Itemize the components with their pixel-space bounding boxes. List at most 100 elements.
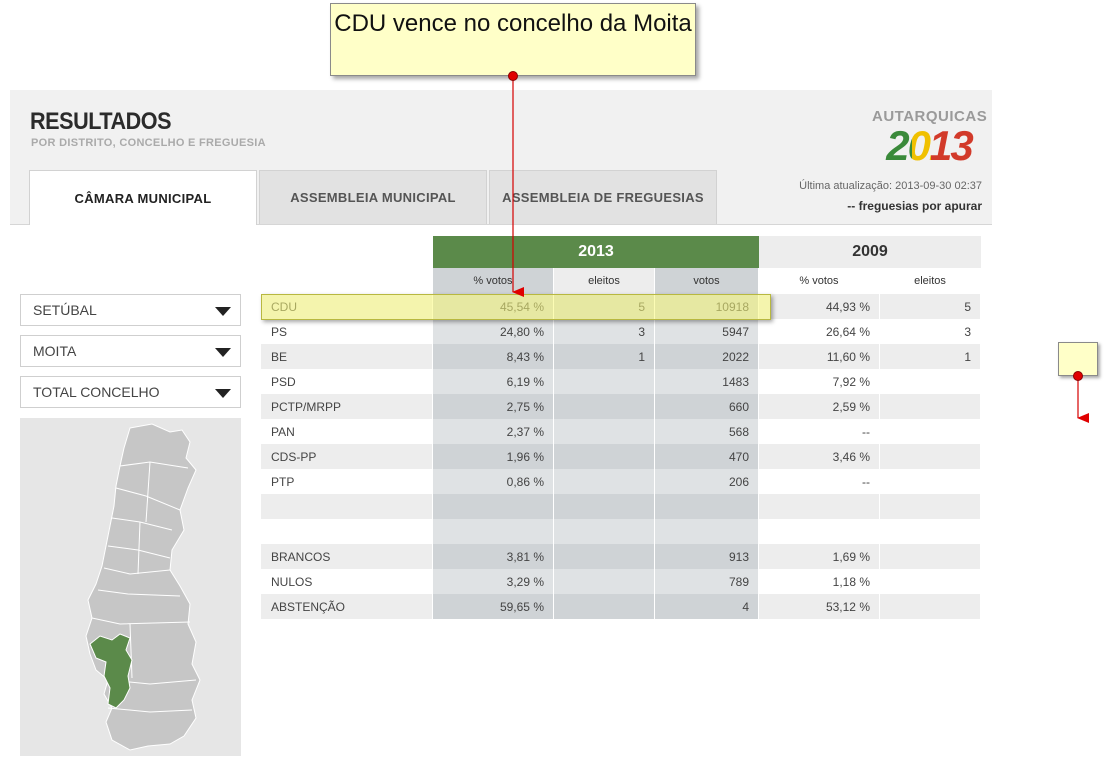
cell-party: PCTP/MRPP — [261, 394, 433, 419]
autarquicas-logo: AUTARQUICAS 2013 — [872, 108, 988, 170]
logo-year: 2013 — [876, 122, 982, 170]
cell-party: PTP — [261, 469, 433, 494]
cell-pct13 — [433, 519, 554, 544]
freguesia-select-value: TOTAL CONCELHO — [33, 384, 160, 400]
cell-pct09 — [759, 519, 880, 544]
tab-camara-municipal[interactable]: CÂMARA MUNICIPAL — [29, 170, 257, 225]
cell-pct13: 6,19 % — [433, 369, 554, 394]
cell-el09 — [880, 494, 981, 519]
cell-el13 — [554, 594, 655, 619]
chevron-down-icon — [215, 307, 231, 316]
chevron-down-icon — [215, 348, 231, 357]
callout-note: CDU vence no concelho da Moita — [330, 3, 696, 76]
cell-pct09: 2,59 % — [759, 394, 880, 419]
cell-vot13 — [655, 519, 759, 544]
cell-pct09: -- — [759, 469, 880, 494]
cell-vot13: 1483 — [655, 369, 759, 394]
table-row: PSD 6,19 % 1483 7,92 % — [261, 369, 981, 394]
cell-el09 — [880, 544, 981, 569]
chevron-down-icon — [215, 389, 231, 398]
cell-pct09: 3,46 % — [759, 444, 880, 469]
cell-el09: 1 — [880, 344, 981, 369]
cell-pct13: 3,29 % — [433, 569, 554, 594]
distrito-select[interactable]: SETÚBAL — [20, 294, 241, 326]
col-pct-2013: % votos — [433, 268, 554, 294]
cell-pct09: 26,64 % — [759, 319, 880, 344]
table-row: PAN 2,37 % 568 -- — [261, 419, 981, 444]
cell-party: ABSTENÇÃO — [261, 594, 433, 619]
cell-party: NULOS — [261, 569, 433, 594]
page-title: RESULTADOS — [30, 108, 172, 135]
cell-pct09: -- — [759, 419, 880, 444]
cell-el13 — [554, 394, 655, 419]
cell-el13 — [554, 519, 655, 544]
distrito-select-value: SETÚBAL — [33, 302, 97, 318]
cell-pct09: 44,93 % — [759, 294, 880, 319]
cell-party — [261, 494, 433, 519]
cell-el09 — [880, 419, 981, 444]
tab-assembleia-freguesias[interactable]: ASSEMBLEIA DE FREGUESIAS — [489, 170, 717, 224]
cell-vot13: 4 — [655, 594, 759, 619]
year-header-current: 2013 — [433, 236, 759, 268]
logo-word: AUTARQUICAS — [872, 108, 988, 125]
cell-vot13: 470 — [655, 444, 759, 469]
cell-el13 — [554, 544, 655, 569]
last-update-text: Última atualização: 2013-09-30 02:37 — [799, 180, 982, 192]
table-row — [261, 494, 981, 519]
cell-el09 — [880, 444, 981, 469]
table-row: BE 8,43 % 1 2022 11,60 % 1 — [261, 344, 981, 369]
col-votes-2013: votos — [655, 268, 759, 294]
pending-parishes-text: -- freguesias por apurar — [847, 199, 982, 213]
cell-vot13: 5947 — [655, 319, 759, 344]
cell-pct09: 11,60 % — [759, 344, 880, 369]
cell-party — [261, 519, 433, 544]
cell-vot13: 568 — [655, 419, 759, 444]
freguesia-select[interactable]: TOTAL CONCELHO — [20, 376, 241, 408]
portugal-map[interactable] — [20, 418, 241, 756]
cell-party: PAN — [261, 419, 433, 444]
cell-el13 — [554, 469, 655, 494]
cell-el13: 3 — [554, 319, 655, 344]
page-subtitle: POR DISTRITO, CONCELHO E FREGUESIA — [31, 137, 266, 149]
cell-pct13 — [433, 494, 554, 519]
cell-pct13: 8,43 % — [433, 344, 554, 369]
cell-el09 — [880, 594, 981, 619]
cell-pct13: 0,86 % — [433, 469, 554, 494]
cell-el13 — [554, 569, 655, 594]
cell-el13 — [554, 494, 655, 519]
cell-pct13: 3,81 % — [433, 544, 554, 569]
cell-pct09: 1,18 % — [759, 569, 880, 594]
cell-vot13: 789 — [655, 569, 759, 594]
cell-el09 — [880, 394, 981, 419]
cdu-row-highlight — [261, 294, 771, 320]
cell-pct13: 2,75 % — [433, 394, 554, 419]
cell-el09 — [880, 369, 981, 394]
table-row: PCTP/MRPP 2,75 % 660 2,59 % — [261, 394, 981, 419]
cell-pct09 — [759, 494, 880, 519]
cell-party: PS — [261, 319, 433, 344]
table-row — [261, 519, 981, 544]
cell-party: CDS-PP — [261, 444, 433, 469]
cell-pct09: 7,92 % — [759, 369, 880, 394]
col-pct-2009: % votos — [759, 268, 880, 294]
setubal-district[interactable] — [89, 633, 133, 709]
cell-vot13 — [655, 494, 759, 519]
cell-el13: 1 — [554, 344, 655, 369]
cell-vot13: 2022 — [655, 344, 759, 369]
cell-el09: 3 — [880, 319, 981, 344]
cell-vot13: 660 — [655, 394, 759, 419]
concelho-select-value: MOITA — [33, 343, 77, 359]
cell-el13 — [554, 369, 655, 394]
cell-el13 — [554, 444, 655, 469]
table-row: PS 24,80 % 3 5947 26,64 % 3 — [261, 319, 981, 344]
table-row: NULOS 3,29 % 789 1,18 % — [261, 569, 981, 594]
cell-party: PSD — [261, 369, 433, 394]
callout-anchor-dot — [508, 71, 518, 81]
cell-el09 — [880, 469, 981, 494]
cell-party: BE — [261, 344, 433, 369]
table-row: PTP 0,86 % 206 -- — [261, 469, 981, 494]
concelho-select[interactable]: MOITA — [20, 335, 241, 367]
tab-assembleia-municipal[interactable]: ASSEMBLEIA MUNICIPAL — [259, 170, 487, 224]
cell-pct09: 53,12 % — [759, 594, 880, 619]
